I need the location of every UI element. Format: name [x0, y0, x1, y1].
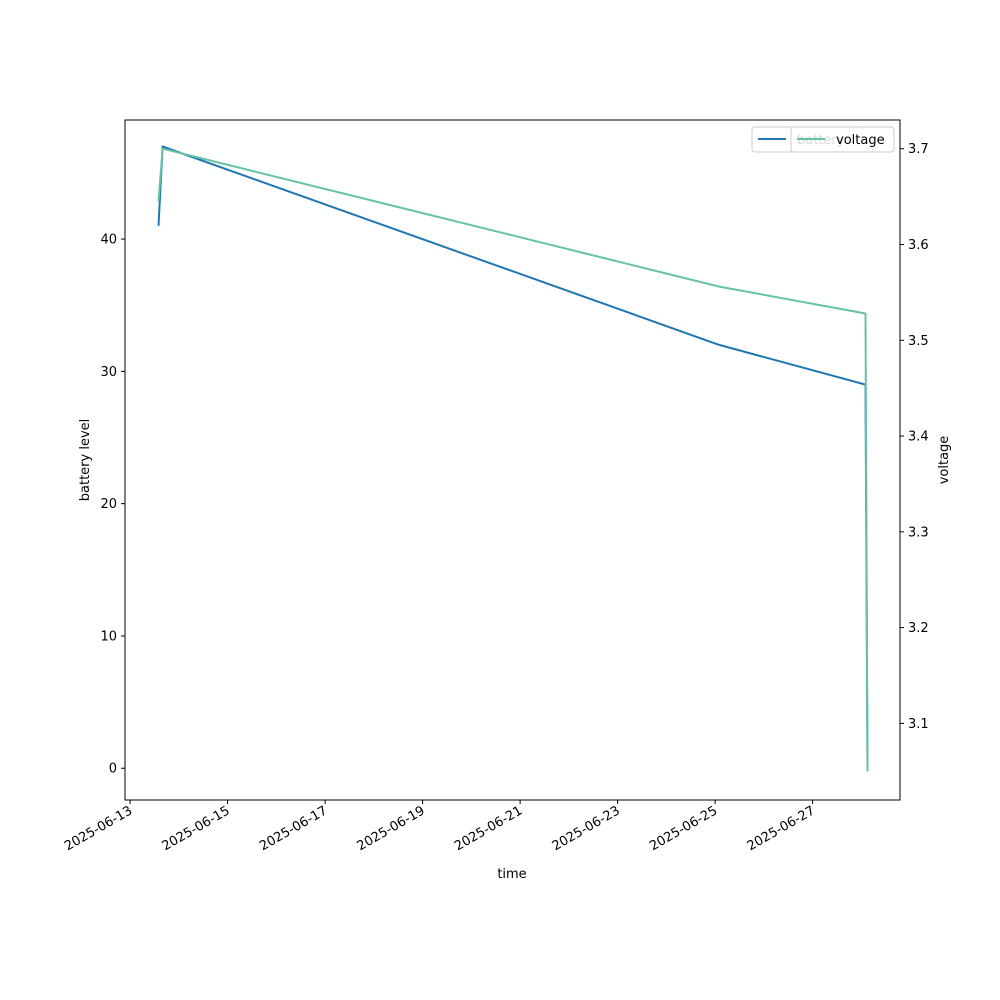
y2-tick-label: 3.1	[908, 717, 929, 732]
plot-background	[125, 120, 900, 800]
y2-tick-label: 3.2	[908, 621, 929, 636]
x-axis-ticks: 2025-06-13 2025-06-15 2025-06-17 2025-06-19…	[62, 800, 818, 854]
y-tick-label: 0	[109, 762, 117, 777]
y-tick-label: 30	[100, 365, 117, 380]
x-tick-label: 2025-06-19	[355, 803, 428, 854]
x-tick-label: 2025-06-27	[745, 803, 818, 854]
y2-tick-label: 3.6	[908, 238, 929, 253]
x-tick-label: 2025-06-25	[647, 803, 720, 854]
y2-axis-ticks: 3.1 3.2 3.3 3.4 3.5 3.6 3.7	[900, 142, 929, 732]
y-axis-label: battery level	[78, 419, 93, 502]
x-tick-label: 2025-06-21	[452, 803, 525, 854]
y-tick-label: 40	[100, 233, 117, 248]
x-tick-label: 2025-06-17	[257, 803, 330, 854]
x-axis-label: time	[497, 867, 526, 882]
y2-tick-label: 3.4	[908, 430, 929, 445]
series-line-voltage	[157, 147, 869, 772]
legend-voltage-frame	[790, 126, 895, 153]
x-tick-label: 2025-06-13	[62, 803, 135, 854]
x-tick-label: 2025-06-23	[550, 803, 623, 854]
y2-tick-label: 3.5	[908, 334, 929, 349]
series-layer	[157, 145, 869, 772]
y-tick-label: 10	[100, 629, 117, 644]
y2-tick-label: 3.3	[908, 525, 929, 540]
legend-voltage-label: voltage	[836, 133, 885, 148]
x-tick-label: 2025-06-15	[160, 803, 233, 854]
legend-voltage: voltage	[790, 126, 895, 153]
y2-tick-label: 3.7	[908, 142, 929, 157]
y-tick-label: 20	[100, 497, 117, 512]
plot-frame	[124, 119, 901, 801]
y-axis-ticks: 0 10 20 30 40	[100, 233, 125, 777]
y2-axis-label: voltage	[937, 436, 952, 485]
